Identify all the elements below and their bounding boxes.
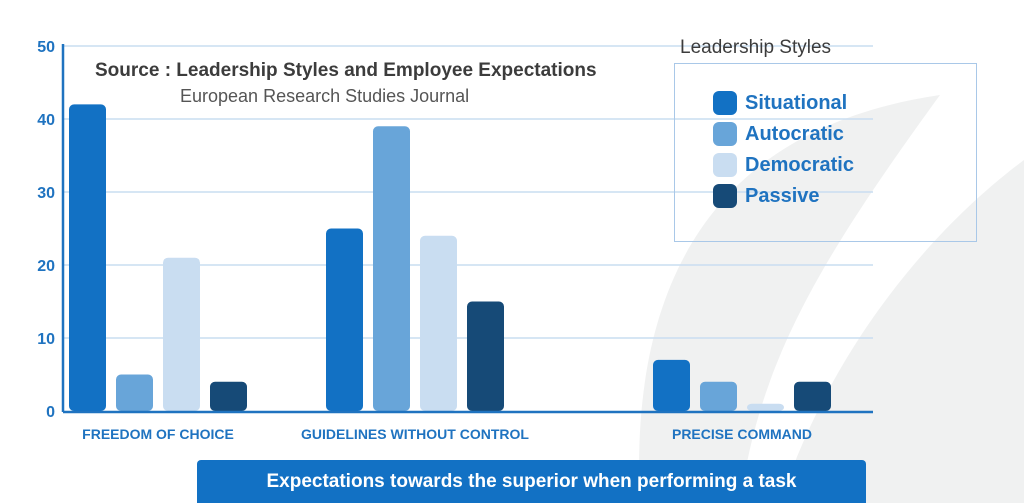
y-tick-label: 50 xyxy=(37,39,55,56)
x-tick-label: FREEDOM OF CHOICE xyxy=(82,426,234,442)
bar-autocratic xyxy=(700,381,737,411)
x-axis-label-banner: Expectations towards the superior when p… xyxy=(197,460,866,503)
x-tick-label: GUIDELINES WITHOUT CONTROL xyxy=(301,426,529,442)
legend-swatch xyxy=(713,122,737,146)
y-tick-label: 10 xyxy=(37,331,55,348)
x-tick-label: PRECISE COMMAND xyxy=(672,426,812,442)
legend-item-situational: Situational xyxy=(713,91,847,115)
bar-passive xyxy=(794,381,831,411)
legend-swatch xyxy=(713,184,737,208)
legend-item-democratic: Democratic xyxy=(713,153,854,177)
y-tick-label: 0 xyxy=(46,404,55,421)
chart-subtitle: European Research Studies Journal xyxy=(180,86,470,106)
legend-label: Democratic xyxy=(745,153,854,176)
bar-democratic xyxy=(163,257,200,411)
chart-title: Source : Leadership Styles and Employee … xyxy=(95,60,597,81)
bar-passive xyxy=(467,301,504,411)
legend-item-passive: Passive xyxy=(713,184,820,208)
bar-autocratic xyxy=(116,374,153,411)
legend-swatch xyxy=(713,91,737,115)
legend-label: Passive xyxy=(745,184,820,207)
bar-democratic xyxy=(420,235,457,411)
bar-situational xyxy=(69,104,106,412)
bar-situational xyxy=(653,359,690,411)
y-tick-label: 40 xyxy=(37,112,55,129)
legend-swatch xyxy=(713,153,737,177)
legend-label: Autocratic xyxy=(745,122,844,145)
legend-label: Situational xyxy=(745,91,848,114)
bar-passive xyxy=(210,381,247,411)
bar-democratic xyxy=(747,403,784,411)
bar-situational xyxy=(326,228,363,411)
y-tick-label: 20 xyxy=(37,258,55,275)
bar-autocratic xyxy=(373,126,410,412)
legend: Situational Autocratic Democratic Passiv… xyxy=(674,63,977,242)
y-tick-label: 30 xyxy=(37,185,55,202)
legend-item-autocratic: Autocratic xyxy=(713,122,844,146)
legend-title: Leadership Styles xyxy=(680,37,832,58)
